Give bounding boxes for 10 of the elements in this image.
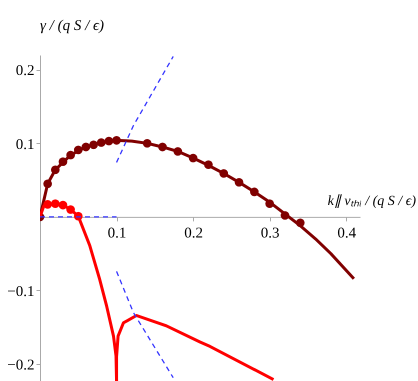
- x-tick-label: 0.4: [337, 225, 357, 242]
- x-tick-label: 0.1: [108, 225, 126, 242]
- y-axis-title: γ / (q S / ϵ): [40, 18, 104, 34]
- y-tick-label: 0.2: [16, 63, 34, 80]
- y-tick-label: −0.2: [7, 358, 34, 374]
- x-tick-label: 0.2: [184, 225, 203, 242]
- y-tick-label: −0.1: [7, 284, 34, 300]
- x-tick-label: 0.3: [260, 225, 280, 242]
- y-tick-label: 0.1: [16, 136, 34, 153]
- x-axis-title: k∥ vₜₕᵢ / (q S / ϵ): [328, 194, 416, 210]
